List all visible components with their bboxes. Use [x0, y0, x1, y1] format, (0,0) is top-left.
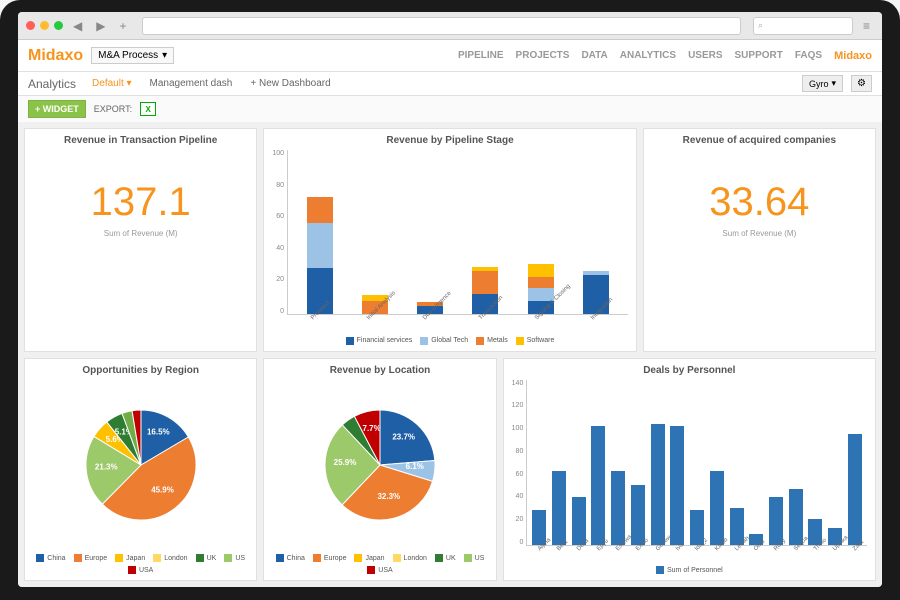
- section-title: Analytics: [28, 77, 76, 91]
- excel-icon[interactable]: X: [140, 102, 156, 116]
- nav-users[interactable]: USERS: [688, 50, 722, 61]
- address-bar[interactable]: [142, 17, 741, 35]
- settings-button[interactable]: ⚙: [851, 75, 872, 92]
- svg-text:25.9%: 25.9%: [334, 458, 357, 467]
- bar: [552, 471, 566, 545]
- chevron-down-icon: ▾: [162, 50, 167, 61]
- bar: [572, 497, 586, 545]
- nav-plus-icon[interactable]: +: [115, 19, 130, 33]
- legend-item: US: [464, 554, 485, 562]
- bar-segment: [307, 223, 333, 269]
- legend-item: London: [393, 554, 427, 562]
- legend-item: China: [36, 554, 65, 562]
- legend-item: Metals: [476, 337, 508, 345]
- bar-segment: [528, 264, 554, 277]
- bar: [710, 471, 724, 545]
- kpi-sub: Sum of Revenue (M): [652, 229, 867, 238]
- legend-item: London: [153, 554, 187, 562]
- legend-item: China: [276, 554, 305, 562]
- bar-segment: [528, 288, 554, 301]
- user-label: Gyro: [809, 79, 829, 89]
- bar-segment: [307, 197, 333, 223]
- chart-deals-personnel: Deals by Personnel 140120100806040200 Al…: [503, 358, 876, 582]
- card-title: Revenue by Pipeline Stage: [272, 135, 627, 146]
- svg-text:23.7%: 23.7%: [392, 432, 415, 441]
- legend-item: Sum of Personnel: [656, 566, 723, 574]
- user-menu[interactable]: Gyro ▾: [802, 75, 843, 92]
- analytics-bar: Analytics Default ▾Management dash+ New …: [18, 72, 882, 96]
- legend-item: Europe: [74, 554, 108, 562]
- svg-text:7.7%: 7.7%: [362, 424, 380, 433]
- window-max-dot[interactable]: [54, 21, 63, 30]
- bar: [769, 497, 783, 545]
- legend-item: USA: [128, 566, 153, 574]
- brand-right: Midaxo: [834, 50, 872, 62]
- bar-segment: [528, 277, 554, 287]
- nav-data[interactable]: DATA: [581, 50, 607, 61]
- add-widget-button[interactable]: + WIDGET: [28, 100, 86, 118]
- kpi-revenue-pipeline: Revenue in Transaction Pipeline 137.1 Su…: [24, 128, 257, 352]
- app-header: Midaxo M&A Process ▾ PIPELINE PROJECTS DAT…: [18, 40, 882, 72]
- logo: Midaxo: [28, 47, 83, 65]
- legend-item: USA: [367, 566, 392, 574]
- card-title: Revenue by Location: [272, 365, 487, 376]
- legend-item: Software: [516, 337, 555, 345]
- legend-item: Global Tech: [420, 337, 468, 345]
- bar: [848, 434, 862, 545]
- dashboard-grid: Revenue in Transaction Pipeline 137.1 Su…: [18, 122, 882, 587]
- gear-icon: ⚙: [857, 78, 866, 89]
- legend-item: UK: [435, 554, 456, 562]
- chevron-down-icon: ▾: [832, 78, 837, 89]
- svg-text:16.5%: 16.5%: [147, 427, 170, 436]
- legend-item: Japan: [354, 554, 384, 562]
- kpi-revenue-acquired: Revenue of acquired companies 33.64 Sum …: [643, 128, 876, 352]
- bar: [631, 485, 645, 545]
- window-min-dot[interactable]: [40, 21, 49, 30]
- bar: [789, 489, 803, 545]
- bar: [591, 426, 605, 545]
- bar: [651, 424, 665, 545]
- nav-fwd-icon[interactable]: ▶: [92, 19, 109, 33]
- top-nav: PIPELINE PROJECTS DATA ANALYTICS USERS SUPPOR…: [458, 50, 822, 61]
- nav-back-icon[interactable]: ◀: [69, 19, 86, 33]
- menu-icon[interactable]: ≡: [859, 19, 874, 33]
- browser-chrome: ◀ ▶ + ⌕ ≡: [18, 12, 882, 40]
- kpi-sub: Sum of Revenue (M): [33, 229, 248, 238]
- nav-faqs[interactable]: FAQS: [795, 50, 822, 61]
- toolbar: + WIDGET EXPORT: X: [18, 96, 882, 122]
- nav-analytics[interactable]: ANALYTICS: [620, 50, 676, 61]
- tab--new-dashboard[interactable]: + New Dashboard: [242, 75, 338, 92]
- svg-text:21.3%: 21.3%: [95, 462, 118, 471]
- svg-text:32.3%: 32.3%: [377, 492, 400, 501]
- bar: [670, 426, 684, 545]
- window-close-dot[interactable]: [26, 21, 35, 30]
- legend-item: Financial services: [346, 337, 413, 345]
- kpi-value: 33.64: [652, 180, 867, 225]
- legend-item: UK: [196, 554, 217, 562]
- svg-text:6.1%: 6.1%: [406, 462, 424, 471]
- chart-opportunities-region: Opportunities by Region 16.5%45.9%21.3%5…: [24, 358, 257, 582]
- card-title: Opportunities by Region: [33, 365, 248, 376]
- card-title: Deals by Personnel: [512, 365, 867, 376]
- tab-management-dash[interactable]: Management dash: [142, 75, 241, 92]
- chart-revenue-location: Revenue by Location 23.7% 6.1% 32.3% 25.9% 7…: [263, 358, 496, 582]
- card-title: Revenue in Transaction Pipeline: [33, 135, 248, 146]
- process-selector-label: M&A Process: [98, 50, 158, 61]
- chart-revenue-by-stage: Revenue by Pipeline Stage 100806040200 P…: [263, 128, 636, 352]
- nav-projects[interactable]: PROJECTS: [516, 50, 570, 61]
- svg-text:45.9%: 45.9%: [151, 485, 174, 494]
- bar: [611, 471, 625, 545]
- card-title: Revenue of acquired companies: [652, 135, 867, 146]
- tab-default[interactable]: Default ▾: [84, 75, 139, 92]
- legend-item: Japan: [115, 554, 145, 562]
- nav-support[interactable]: SUPPORT: [735, 50, 783, 61]
- bar-segment: [472, 271, 498, 294]
- legend-item: US: [224, 554, 245, 562]
- legend-item: Europe: [313, 554, 347, 562]
- kpi-value: 137.1: [33, 180, 248, 225]
- browser-search[interactable]: ⌕: [753, 17, 853, 35]
- export-label: EXPORT:: [94, 104, 132, 114]
- nav-pipeline[interactable]: PIPELINE: [458, 50, 504, 61]
- process-selector[interactable]: M&A Process ▾: [91, 47, 174, 64]
